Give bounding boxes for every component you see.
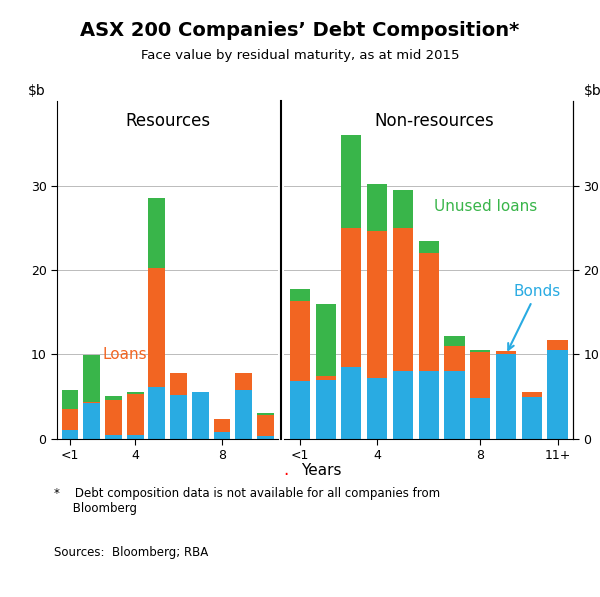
Bar	[341, 228, 361, 367]
Text: Sources:  Bloomberg; RBA: Sources: Bloomberg; RBA	[54, 546, 208, 559]
Bar	[316, 304, 336, 376]
Bar	[522, 396, 542, 439]
Bar	[62, 410, 79, 430]
Bar	[148, 269, 166, 386]
Text: Unused loans: Unused loans	[434, 199, 537, 214]
Bar	[496, 351, 516, 355]
Bar	[316, 380, 336, 439]
Text: Non-resources: Non-resources	[374, 112, 494, 130]
Bar	[170, 395, 187, 439]
Text: Loans: Loans	[103, 347, 147, 362]
Text: *    Debt composition data is not available for all companies from
     Bloomber: * Debt composition data is not available…	[54, 487, 440, 515]
Bar	[105, 396, 122, 400]
Text: $b: $b	[28, 84, 46, 98]
Bar	[522, 392, 542, 396]
Bar	[445, 346, 464, 371]
Text: Years: Years	[301, 463, 341, 478]
Bar	[148, 198, 166, 269]
Bar	[470, 398, 490, 439]
Bar	[290, 301, 310, 381]
Text: ASX 200 Companies’ Debt Composition*: ASX 200 Companies’ Debt Composition*	[80, 21, 520, 40]
Bar	[419, 253, 439, 371]
Bar	[290, 381, 310, 439]
Bar	[148, 386, 166, 439]
Bar	[83, 355, 100, 402]
Bar	[341, 136, 361, 228]
Bar	[419, 241, 439, 253]
Text: .: .	[284, 461, 289, 479]
Bar	[257, 413, 274, 415]
Text: Face value by residual maturity, as at mid 2015: Face value by residual maturity, as at m…	[141, 49, 459, 62]
Bar	[341, 367, 361, 439]
Bar	[62, 430, 79, 439]
Bar	[127, 394, 143, 435]
Bar	[83, 404, 100, 439]
Bar	[367, 378, 387, 439]
Bar	[170, 373, 187, 395]
Bar	[62, 390, 79, 410]
Bar	[235, 373, 252, 390]
Bar	[470, 352, 490, 398]
Bar	[105, 435, 122, 439]
Bar	[547, 340, 568, 350]
Bar	[393, 371, 413, 439]
Bar	[290, 289, 310, 301]
Bar	[367, 230, 387, 378]
Bar	[235, 390, 252, 439]
Bar	[214, 420, 230, 432]
Bar	[257, 436, 274, 439]
Bar	[393, 228, 413, 371]
Bar	[496, 355, 516, 439]
Bar	[214, 432, 230, 439]
Bar	[393, 190, 413, 228]
Bar	[127, 392, 143, 394]
Bar	[445, 336, 464, 346]
Bar	[316, 376, 336, 380]
Bar	[547, 350, 568, 439]
Bar	[445, 371, 464, 439]
Text: Bonds: Bonds	[508, 284, 560, 350]
Bar	[83, 402, 100, 404]
Bar	[127, 435, 143, 439]
Text: $b: $b	[584, 84, 600, 98]
Text: Resources: Resources	[125, 112, 210, 130]
Bar	[192, 392, 209, 439]
Bar	[419, 371, 439, 439]
Bar	[470, 350, 490, 352]
Bar	[105, 400, 122, 435]
Bar	[367, 184, 387, 230]
Bar	[257, 415, 274, 436]
